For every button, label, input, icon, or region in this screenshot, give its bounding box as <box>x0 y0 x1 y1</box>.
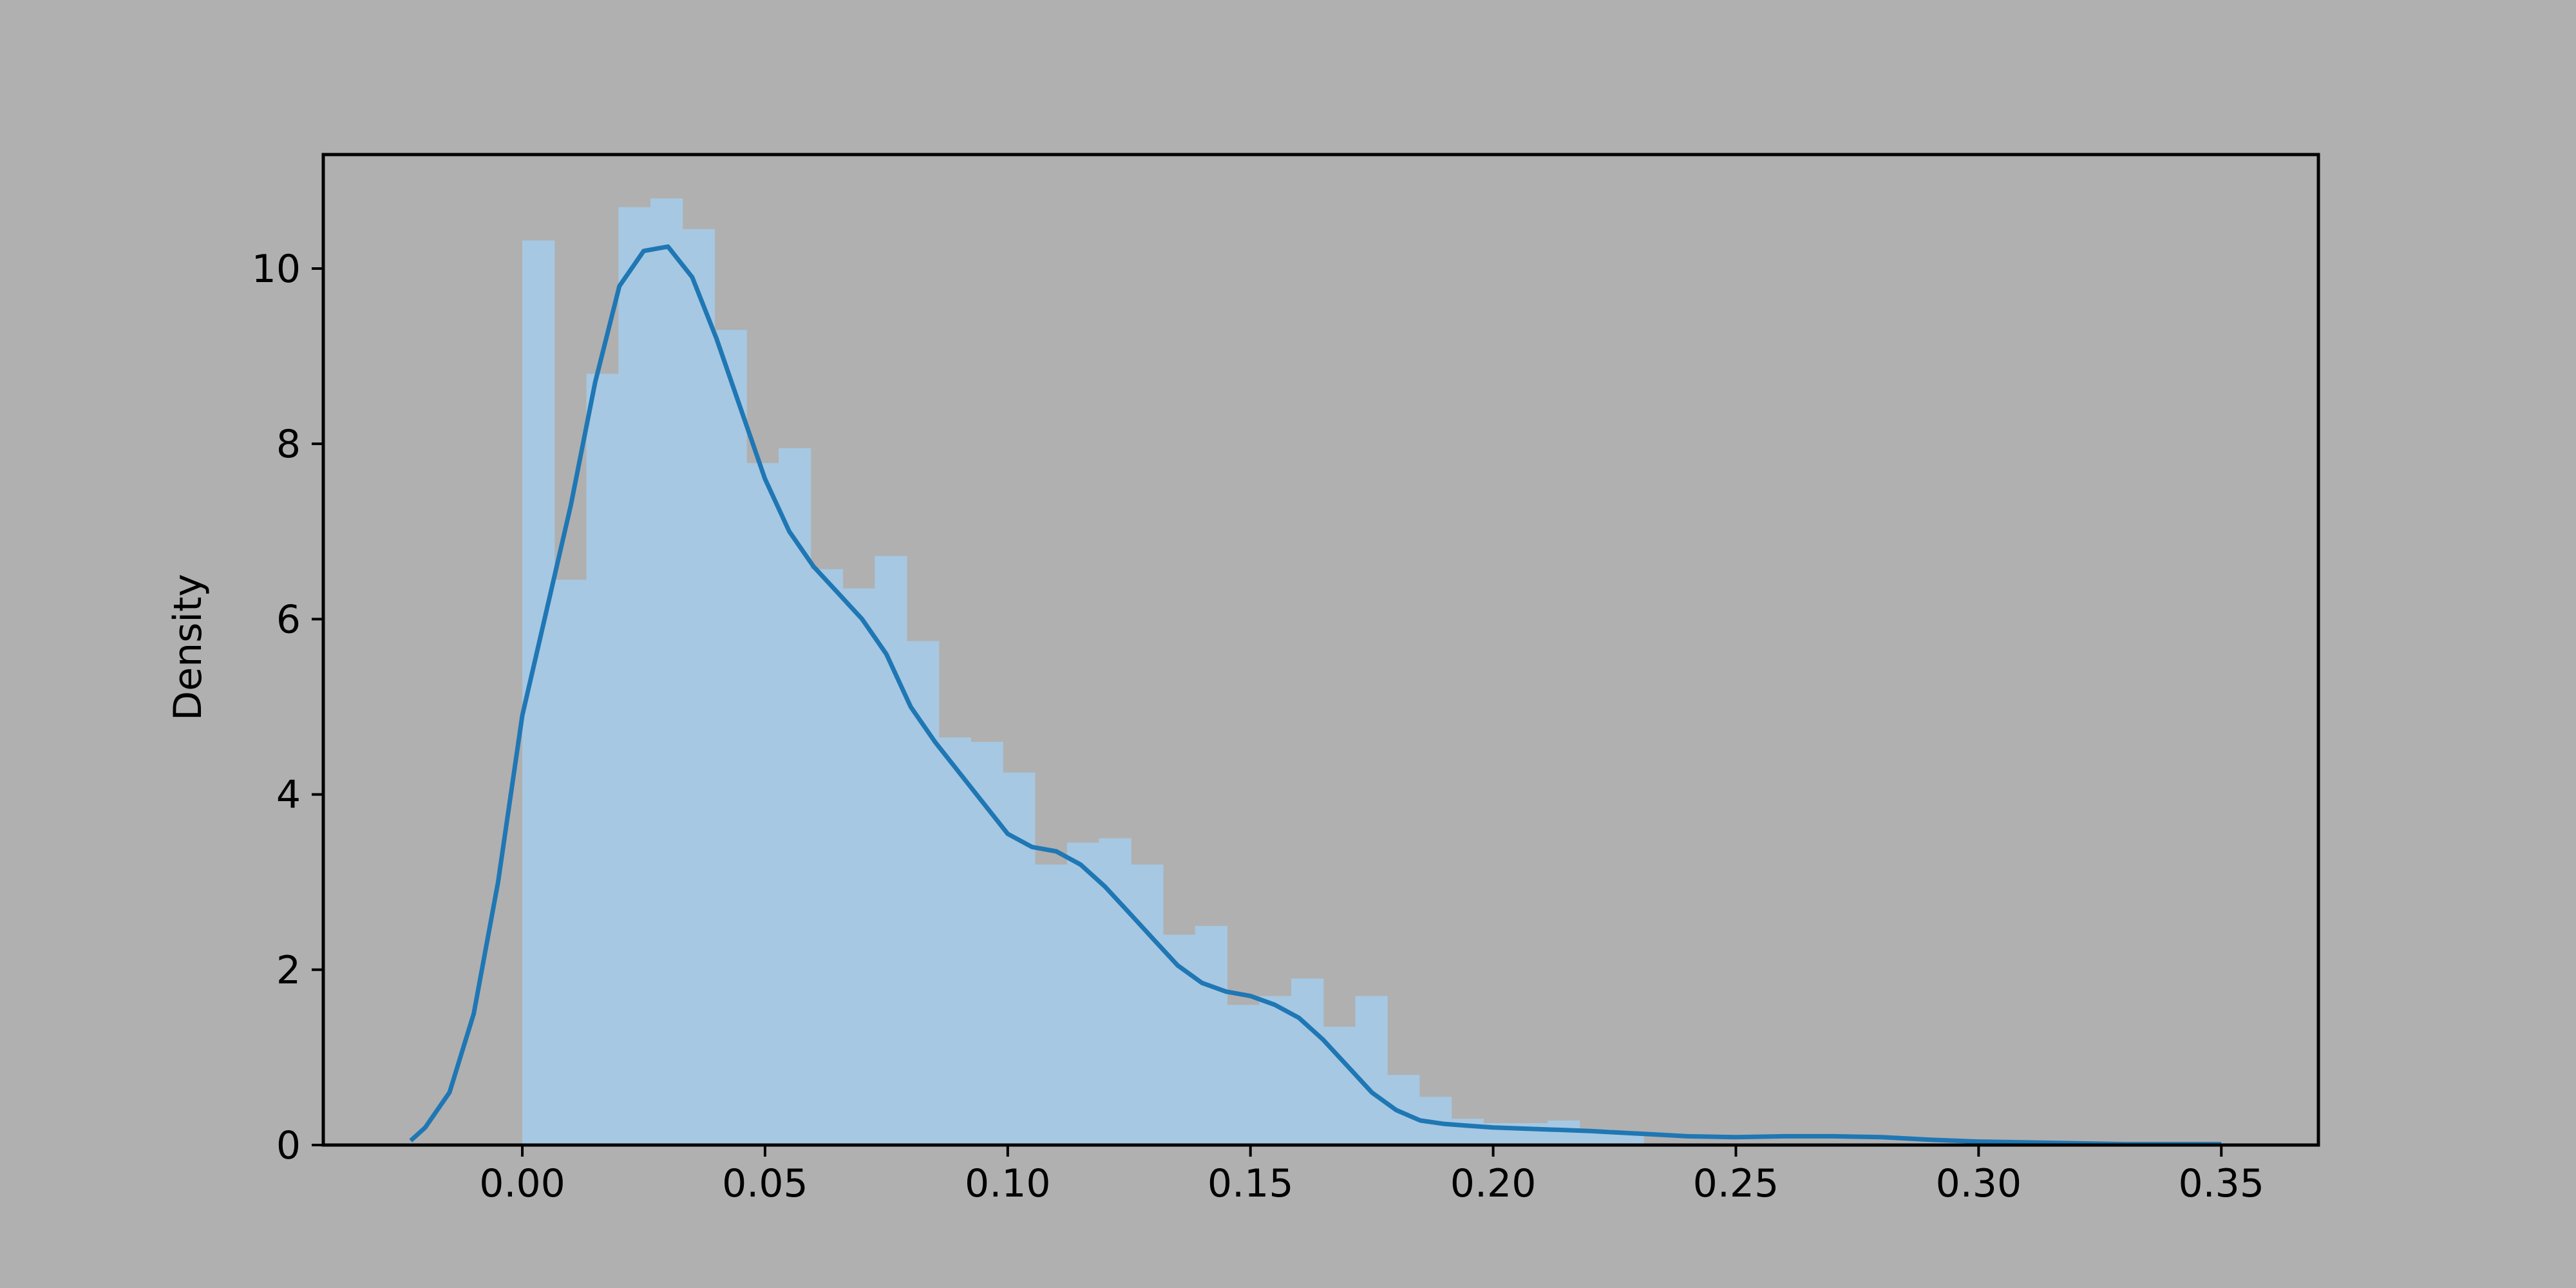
histogram-bar <box>682 229 715 1145</box>
x-axis-ticks: 0.00 0.05 0.10 0.15 0.20 0.25 0.30 0.35 <box>479 1145 2264 1206</box>
axes-frame <box>321 153 2320 1147</box>
histogram-bar <box>938 737 972 1145</box>
histogram-bar <box>810 569 844 1145</box>
histogram-bar <box>586 374 619 1145</box>
y-tick-label: 8 <box>276 422 301 467</box>
y-axis-ticks: 0 2 4 6 8 10 <box>252 247 323 1168</box>
y-tick-label: 6 <box>276 597 301 642</box>
y-tick-label: 10 <box>252 247 301 292</box>
x-tick-label: 0.25 <box>1693 1161 1779 1206</box>
histogram-bar <box>842 588 875 1145</box>
histogram-bar <box>1099 838 1132 1145</box>
histogram-bar <box>907 641 940 1145</box>
y-tick-label: 2 <box>276 948 301 993</box>
histogram-bar <box>1003 772 1036 1145</box>
histogram-bar <box>1291 978 1324 1145</box>
x-tick-label: 0.30 <box>1936 1161 2022 1206</box>
x-tick-label: 0.10 <box>965 1161 1051 1206</box>
histogram-bar <box>1035 864 1068 1145</box>
histogram-bar <box>1355 996 1388 1145</box>
histogram-bar <box>650 198 683 1145</box>
kde-curve <box>409 244 2222 1147</box>
histogram-bar <box>875 556 907 1145</box>
histogram-bar <box>779 448 811 1145</box>
y-tick-label: 0 <box>276 1123 301 1168</box>
y-tick-label: 4 <box>276 773 301 818</box>
histogram-bar <box>746 463 779 1146</box>
histogram-bar <box>1066 842 1100 1145</box>
histogram-bar <box>1611 1134 1644 1145</box>
histogram-bar <box>971 741 1003 1145</box>
histogram-bar <box>1548 1120 1580 1145</box>
histogram-bar <box>1195 925 1228 1145</box>
histogram-bar <box>618 207 651 1146</box>
x-tick-label: 0.15 <box>1208 1161 1294 1206</box>
histogram-bar <box>1163 934 1196 1145</box>
histogram-bar <box>1227 1005 1260 1145</box>
x-tick-label: 0.00 <box>479 1161 565 1206</box>
x-tick-label: 0.05 <box>722 1161 808 1206</box>
histogram-bar <box>1131 864 1164 1145</box>
x-tick-label: 0.20 <box>1450 1161 1537 1206</box>
x-tick-label: 0.35 <box>2178 1161 2264 1206</box>
y-axis-label: Density <box>166 574 211 721</box>
histogram-bar <box>554 580 587 1145</box>
histogram-bar <box>714 330 747 1145</box>
histogram-bar <box>1259 996 1292 1145</box>
histogram-bars <box>522 198 1644 1146</box>
